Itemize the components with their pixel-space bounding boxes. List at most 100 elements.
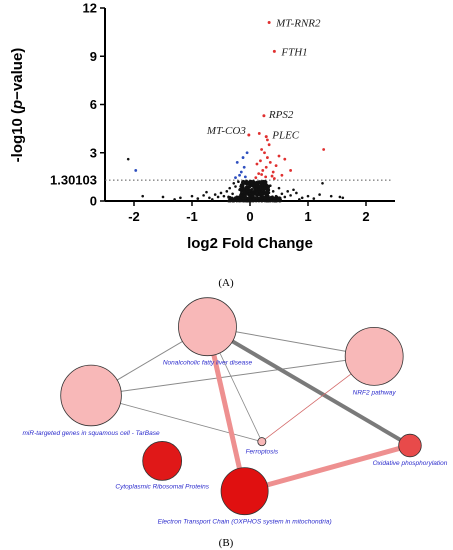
up-point — [264, 165, 268, 169]
ns-point — [196, 197, 200, 200]
up-point — [280, 173, 284, 177]
up-point — [266, 156, 269, 159]
ns-point — [261, 183, 264, 187]
ns-point — [216, 195, 220, 199]
ns-point — [238, 188, 241, 192]
up-point — [271, 170, 275, 174]
down-point — [245, 151, 249, 155]
ns-point — [280, 192, 284, 196]
ns-point — [312, 197, 316, 200]
ns-point — [179, 196, 182, 200]
ns-point — [260, 190, 263, 193]
ns-point — [255, 193, 258, 197]
ns-point — [126, 157, 130, 161]
network-node-mir — [60, 364, 122, 427]
ns-point — [255, 191, 259, 195]
up-point — [277, 154, 281, 158]
network-edge — [90, 355, 375, 396]
volcano-points — [126, 132, 345, 203]
y-axis-title-part-1: -log10 ( — [9, 109, 26, 162]
network-node-etc — [220, 467, 269, 516]
ns-point — [205, 190, 208, 194]
network-edge — [243, 443, 411, 494]
up-point — [257, 172, 261, 176]
ns-point — [318, 193, 321, 196]
x-tick-label: 1 — [304, 209, 311, 224]
network-node-label: miR-targeted genes in squamous cell - Ta… — [23, 430, 160, 437]
up-point — [254, 176, 258, 180]
up-point — [261, 169, 265, 172]
ns-point — [219, 191, 223, 195]
down-point — [243, 175, 247, 179]
panel-a-label: (A) — [218, 277, 234, 289]
up-point — [266, 138, 269, 142]
y-tick-label: 9 — [90, 49, 97, 64]
ns-point — [274, 194, 278, 198]
ns-point — [242, 194, 246, 198]
ns-point — [267, 191, 271, 195]
ns-point — [270, 199, 273, 203]
x-tick-label: 0 — [246, 209, 253, 224]
ns-point — [276, 198, 280, 201]
ns-point — [253, 188, 256, 192]
y-axis-title-part-3: −value) — [9, 48, 26, 100]
ns-point — [260, 199, 263, 203]
down-point — [242, 165, 246, 169]
down-point — [134, 169, 138, 172]
ns-point — [257, 196, 261, 200]
ns-point — [262, 190, 266, 193]
ns-point — [248, 182, 251, 186]
ns-point — [251, 182, 254, 186]
up-point — [260, 148, 263, 151]
up-point — [260, 173, 263, 176]
ns-point — [244, 196, 248, 200]
network-node-label: Cytoplasmic Ribosomal Proteins — [115, 483, 209, 490]
ns-point — [222, 194, 226, 198]
ns-point — [249, 180, 253, 183]
ns-point — [254, 182, 258, 185]
down-point — [234, 176, 237, 180]
ns-point — [252, 198, 256, 201]
ns-point — [247, 190, 251, 193]
up-point — [268, 161, 272, 164]
gene-label: PLEC — [271, 130, 300, 142]
ns-point — [321, 182, 324, 185]
ns-point — [255, 187, 258, 191]
network-node-label: Oxidative phosphorylation — [373, 460, 448, 467]
y-tick-label: 0 — [90, 194, 97, 209]
ns-point — [237, 195, 241, 199]
ns-point — [259, 180, 262, 183]
ns-point — [242, 187, 245, 191]
ns-point — [242, 179, 245, 183]
ns-point — [292, 188, 295, 192]
up-point — [270, 174, 274, 178]
ns-point — [261, 192, 264, 195]
ns-point — [283, 195, 287, 199]
ns-point — [269, 184, 272, 188]
gene-label: RPS2 — [268, 109, 294, 121]
ns-point — [239, 193, 243, 197]
ns-point — [263, 199, 266, 203]
network-node-ribo — [142, 441, 183, 481]
network-node-nafld — [178, 297, 237, 357]
ns-point — [241, 199, 245, 203]
ns-point — [245, 199, 249, 203]
labeled-point — [267, 20, 271, 24]
network-nodes — [60, 297, 422, 516]
ns-point — [211, 198, 214, 201]
up-point — [289, 169, 292, 172]
ns-point — [230, 196, 234, 200]
threshold-label: 1.30103 — [50, 173, 97, 188]
ns-point — [258, 198, 261, 202]
ns-point — [141, 194, 144, 198]
ns-point — [267, 199, 270, 203]
ns-point — [228, 199, 232, 203]
up-point — [267, 143, 271, 147]
ns-point — [306, 194, 310, 198]
ns-point — [251, 193, 255, 196]
x-axis-ticks: -2 -1 0 1 2 — [128, 201, 370, 224]
ns-point — [261, 187, 264, 190]
x-axis-title: log2 Fold Change — [187, 235, 313, 252]
